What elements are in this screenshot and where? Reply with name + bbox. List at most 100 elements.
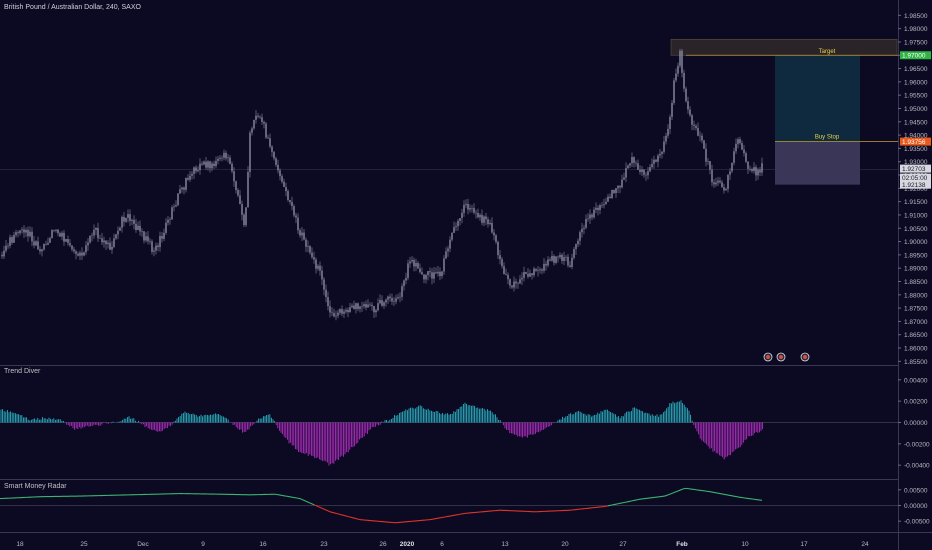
- candle-body: [657, 155, 659, 162]
- candle-body: [575, 244, 577, 250]
- candle-body: [701, 135, 703, 141]
- candle-body: [353, 305, 355, 309]
- candle-body: [627, 165, 629, 169]
- candle-body: [459, 218, 461, 221]
- candle-body: [257, 115, 259, 117]
- candle-body: [11, 237, 13, 243]
- candle-body: [319, 265, 321, 271]
- candle-body: [341, 309, 343, 314]
- candle-body: [285, 186, 287, 192]
- candle-body: [125, 217, 127, 222]
- candle-body: [693, 124, 695, 126]
- candle-body: [269, 138, 271, 147]
- candle-body: [293, 206, 295, 216]
- candle-body: [381, 300, 383, 306]
- candle-body: [239, 195, 241, 205]
- economic-event-flag-icon[interactable]: [776, 352, 786, 362]
- candle-body: [37, 241, 39, 250]
- candle-body: [567, 256, 569, 266]
- candle-body: [535, 268, 537, 271]
- candle-body: [373, 305, 375, 313]
- price-tick-label: 1.95000: [904, 106, 928, 113]
- price-tick-label: 1.87500: [904, 306, 928, 313]
- candle-body: [101, 238, 103, 243]
- candle-body: [509, 279, 511, 286]
- candle-body: [59, 233, 61, 237]
- candle-body: [157, 245, 159, 248]
- candle-body: [343, 311, 345, 314]
- candle-body: [413, 259, 415, 267]
- candle-body: [661, 151, 663, 154]
- smr-segment: [667, 493, 671, 496]
- candle-body: [337, 312, 339, 316]
- candle-body: [457, 220, 459, 227]
- candle-body: [731, 162, 733, 172]
- candle-body: [697, 127, 699, 136]
- candle-body: [551, 256, 553, 261]
- candle-body: [49, 238, 51, 243]
- candle-body: [489, 222, 491, 225]
- economic-event-flag-icon[interactable]: [763, 352, 773, 362]
- candle-body: [205, 161, 207, 168]
- candle-body: [229, 157, 231, 164]
- news-event-icon[interactable]: [800, 352, 810, 362]
- smart-money-radar-line: [0, 487, 763, 524]
- price-tick-label: 1.86000: [904, 346, 928, 353]
- candle-body: [667, 128, 669, 136]
- candle-body: [691, 115, 693, 125]
- candle-body: [277, 164, 279, 171]
- candle-body: [85, 245, 87, 253]
- candle-body: [203, 161, 205, 165]
- price-tick-label: 1.98500: [904, 13, 928, 20]
- candle-body: [747, 161, 749, 169]
- candle-body: [179, 189, 181, 194]
- candle-body: [725, 188, 727, 191]
- candle-body: [87, 242, 89, 246]
- candle-body: [533, 268, 535, 276]
- candle-body: [245, 207, 247, 226]
- candle-body: [587, 218, 589, 220]
- candle-body: [537, 270, 539, 271]
- candle-body: [357, 303, 359, 309]
- candle-body: [263, 121, 265, 124]
- candle-body: [273, 151, 275, 159]
- candle-body: [649, 167, 651, 172]
- candle-body: [573, 249, 575, 258]
- smr-segment: [673, 491, 677, 494]
- candle-body: [161, 235, 163, 239]
- candle-body: [47, 242, 49, 245]
- trend-diver-tick-label: 0.00000: [904, 420, 928, 427]
- candle-body: [709, 161, 711, 170]
- candle-body: [215, 160, 217, 167]
- candle-body: [261, 117, 263, 122]
- candle-body: [407, 263, 409, 278]
- smr-segment: [299, 498, 303, 500]
- candle-body: [599, 205, 601, 211]
- smr-segment: [337, 513, 341, 515]
- candle-body: [127, 214, 129, 218]
- time-tick-label: 9: [201, 541, 205, 548]
- time-tick-label: 26: [379, 541, 387, 548]
- smr-segment: [309, 502, 313, 505]
- candle-body: [713, 182, 715, 185]
- candle-body: [55, 229, 57, 231]
- price-tick-label: 1.86500: [904, 332, 928, 339]
- candle-body: [89, 235, 91, 243]
- candle-body: [483, 216, 485, 223]
- candle-body: [633, 157, 635, 163]
- price-tick-label: 1.96000: [904, 79, 928, 86]
- candle-body: [663, 141, 665, 152]
- candle-body: [565, 256, 567, 258]
- candle-body: [639, 169, 641, 172]
- candle-body: [233, 171, 235, 182]
- candle-body: [549, 259, 551, 261]
- price-tick-label: 1.85500: [904, 359, 928, 366]
- candle-body: [159, 235, 161, 248]
- candle-body: [417, 263, 419, 269]
- candle-body: [237, 190, 239, 196]
- svg-text:02:05:00: 02:05:00: [902, 175, 928, 182]
- stop-price-tag: 1.92138: [900, 180, 931, 189]
- price-tick-label: 1.98000: [904, 26, 928, 33]
- smr-segment: [333, 512, 337, 514]
